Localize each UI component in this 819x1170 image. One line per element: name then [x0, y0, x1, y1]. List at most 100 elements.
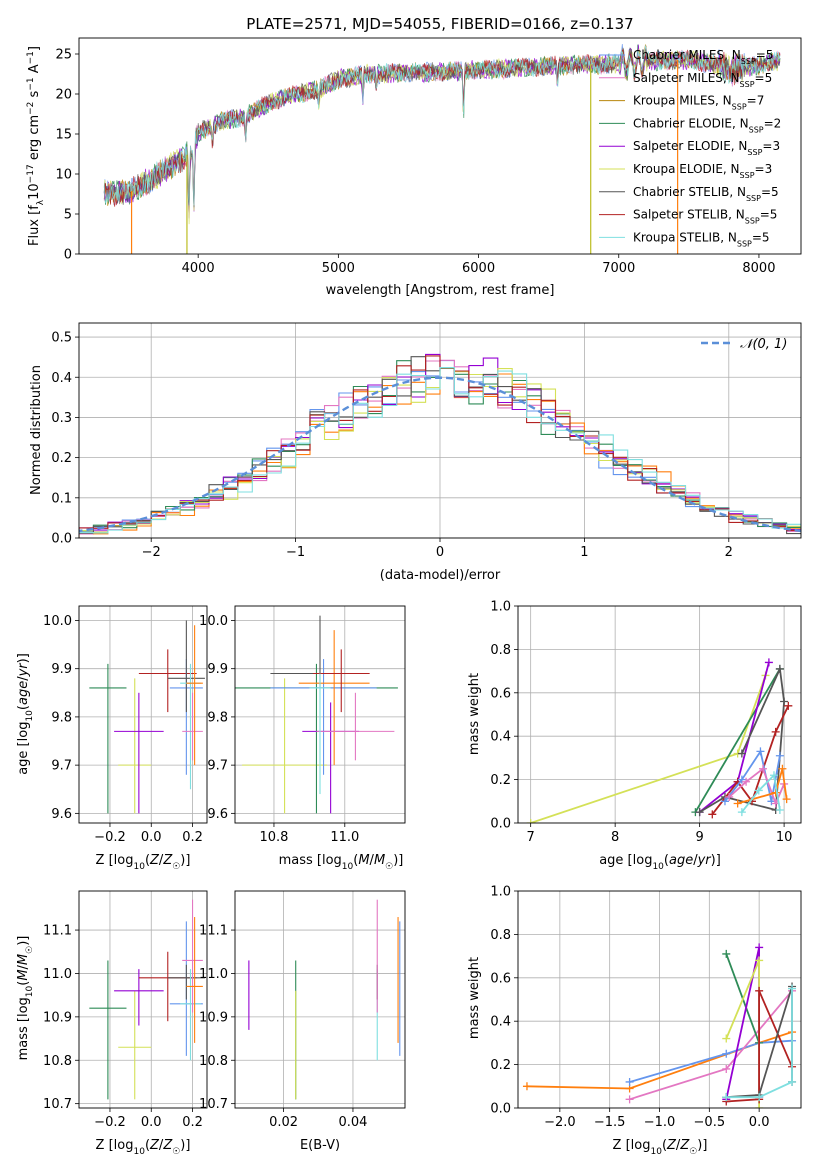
label-part: 10: [133, 862, 145, 872]
y-tick-label: 25: [55, 48, 72, 63]
x-tick-label: 11.0: [330, 830, 359, 845]
plot-area: [79, 891, 207, 1108]
y-tick-label: 1.0: [490, 600, 511, 615]
label-part: (: [664, 853, 669, 868]
y-tick-label: 11.0: [199, 967, 228, 982]
label-part: λ: [36, 199, 46, 205]
marker-plus: [764, 658, 773, 667]
y-tick-label: 10.0: [199, 614, 228, 629]
y-tick-label: 0.1: [51, 491, 72, 506]
label-part: A: [27, 64, 42, 77]
x-tick-label: 8: [611, 830, 619, 845]
panel-residual_histogram: −2 −1 0 1 2 0.0 0.1 0.2 0.3 0.4 0.5: [51, 322, 802, 560]
weight-line: [629, 1039, 793, 1083]
y-tick-label: 0.8: [490, 643, 511, 658]
plot-area: [79, 606, 207, 823]
y-tick-label: 11.0: [43, 967, 72, 982]
x-axis-label: mass [log10(M/M☉)]: [279, 853, 404, 872]
label-part: 10: [652, 862, 664, 872]
marker-plus: [725, 792, 734, 801]
x-tick-label: 0.2: [182, 1115, 203, 1130]
label-part: ☉: [689, 1147, 697, 1157]
marker-plus: [756, 747, 765, 756]
legend-label: Salpeter ELODIE, NSSP=3: [633, 139, 780, 157]
x-axis-label: age [log10(age/yr)]: [599, 853, 721, 872]
marker-plus: [788, 984, 797, 993]
x-tick-label: 7: [527, 830, 535, 845]
y-tick-label: 9.7: [207, 759, 228, 774]
y-tick-label: 11.1: [43, 924, 72, 939]
y-tick-label: 0.2: [490, 773, 511, 788]
y-tick-label: 1.0: [490, 885, 511, 900]
y-tick-label: 9.7: [51, 759, 72, 774]
y-tick-label: 0.4: [490, 730, 511, 745]
weight-line: [526, 1031, 793, 1090]
y-tick-label: 0.5: [51, 331, 72, 346]
marker-plus: [737, 749, 746, 758]
marker-plus: [755, 1104, 764, 1108]
x-axis-label: (data-model)/error: [380, 568, 501, 583]
label-part: ]: [27, 46, 42, 51]
y-axis-label: age [log10(age/yr)]: [16, 653, 35, 775]
y-tick-label: 0.0: [490, 817, 511, 832]
label-part: M: [374, 853, 385, 868]
x-tick-label: 10: [776, 830, 793, 845]
legend-label: 𝒩(0, 1): [740, 337, 787, 352]
weight-line: [629, 990, 793, 1101]
label-part: M: [16, 969, 31, 980]
marker-plus: [780, 697, 789, 706]
weight-line: [694, 668, 781, 813]
label-part: (: [16, 705, 31, 710]
axes-frame: [234, 890, 406, 1109]
marker-plus: [737, 775, 746, 784]
marker-plus: [737, 808, 746, 817]
y-axis-label: Normed distribution: [29, 365, 44, 495]
y-tick-label: 10.8: [199, 1054, 228, 1069]
spectrum-line: [103, 48, 781, 225]
label-part: 10: [650, 1147, 662, 1157]
legend-text: Salpeter MILES, N: [633, 71, 740, 85]
weight-line: [737, 768, 788, 805]
x-tick-label: 0.02: [269, 1115, 298, 1130]
label-part: s: [27, 90, 42, 101]
label-part: )]: [711, 853, 721, 868]
marker-plus: [522, 1082, 531, 1091]
plot-area: [79, 323, 801, 538]
panel-mass_vs_EBV: 0.02 0.04 10.7 10.8 10.9 11.0 11.1: [199, 890, 406, 1130]
marker-plus: [742, 777, 751, 786]
label-part: /: [16, 676, 31, 681]
legend-sub: SSP: [745, 216, 760, 225]
label-part: 10: [133, 1147, 145, 1157]
y-tick-label: 9.6: [51, 807, 72, 822]
legend-label: Chabrier MILES, NSSP=5: [633, 48, 773, 66]
weight-line: [726, 990, 793, 1103]
weight-line: [725, 960, 760, 1108]
label-part: yr: [697, 853, 713, 868]
x-tick-label: −0.2: [94, 1115, 126, 1130]
axes-frame: [517, 605, 802, 824]
marker-plus: [722, 1049, 731, 1058]
marker-plus: [771, 727, 780, 736]
label-part: Z: [666, 1138, 677, 1153]
y-tick-label: 10: [55, 168, 72, 183]
label-part: ☉: [172, 862, 180, 872]
y-tick-label: 20: [55, 88, 72, 103]
marker-plus: [778, 764, 787, 773]
legend-sub: SSP: [749, 125, 764, 134]
y-tick-label: 9.6: [207, 807, 228, 822]
label-part: Z: [149, 1138, 160, 1153]
x-tick-label: 0.0: [141, 1115, 162, 1130]
y-tick-label: 10.8: [43, 1054, 72, 1069]
label-part: age: [16, 681, 31, 705]
chart-title: PLATE=2571, MJD=54055, FIBERID=0166, z=0…: [246, 15, 633, 33]
legend-label: Salpeter STELIB, NSSP=5: [633, 208, 777, 226]
panel-age_vs_mass: 10.8 11.0 9.6 9.7 9.8 9.9 10.0: [199, 605, 406, 845]
legend-tail: =5: [760, 208, 778, 222]
label-part: −1: [26, 51, 36, 64]
marker-plus: [755, 1093, 764, 1102]
label-part: erg cm: [27, 115, 42, 164]
label-part: )]: [16, 936, 31, 946]
y-tick-label: 0.3: [51, 411, 72, 426]
legend-text: Kroupa MILES, N: [633, 94, 732, 108]
spectrum-line: [103, 47, 781, 207]
